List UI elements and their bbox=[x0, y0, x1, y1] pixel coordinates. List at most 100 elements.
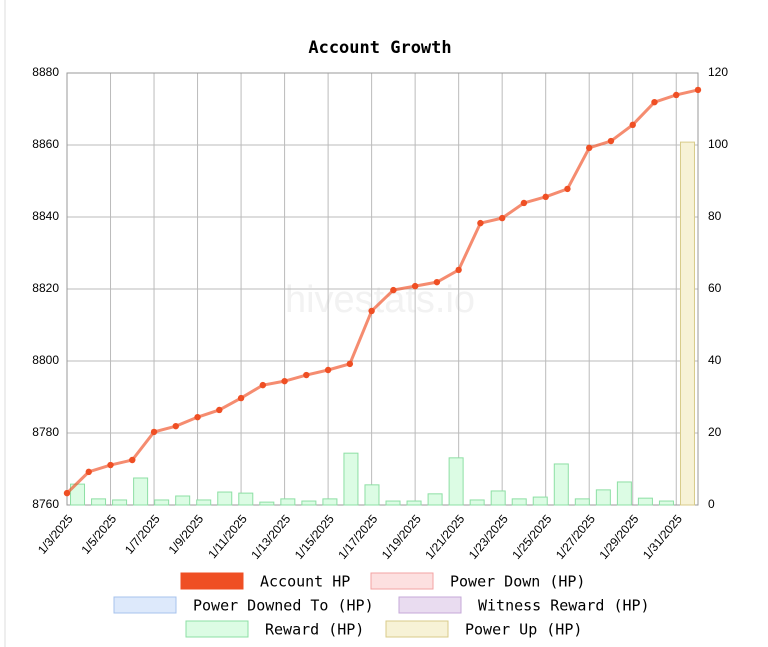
bar bbox=[385, 500, 401, 506]
legend-label: Power Up (HP) bbox=[465, 621, 582, 639]
bar bbox=[301, 500, 317, 506]
point bbox=[564, 185, 571, 193]
point bbox=[63, 489, 71, 497]
y-tick-label: 8840 bbox=[32, 209, 59, 223]
legend-swatch bbox=[185, 620, 249, 638]
point bbox=[281, 377, 288, 385]
point bbox=[368, 307, 375, 315]
x-tick-label: 1/7/2025 bbox=[122, 512, 163, 557]
point bbox=[694, 86, 702, 94]
legend-label: Witness Reward (HP) bbox=[478, 597, 650, 615]
bar bbox=[679, 141, 695, 506]
watermark: hivestats.io bbox=[285, 279, 475, 321]
point bbox=[150, 428, 158, 436]
bar bbox=[553, 463, 569, 506]
x-tick-label: 1/15/2025 bbox=[292, 512, 337, 562]
line bbox=[65, 88, 699, 495]
point bbox=[194, 413, 201, 421]
bar bbox=[595, 489, 611, 506]
bar bbox=[364, 484, 380, 506]
x-tick-label: 1/17/2025 bbox=[335, 512, 380, 562]
legend-label: Account HP bbox=[260, 573, 350, 591]
point bbox=[85, 468, 92, 476]
plot-border bbox=[66, 72, 699, 506]
point bbox=[237, 394, 245, 402]
y2-tick-label: 80 bbox=[708, 209, 722, 223]
bar bbox=[175, 495, 191, 506]
x-tick-label: 1/5/2025 bbox=[78, 512, 119, 557]
y-tick-label: 8820 bbox=[32, 281, 59, 295]
x-tick-label: 1/19/2025 bbox=[379, 512, 424, 562]
bar bbox=[658, 500, 674, 506]
bar bbox=[637, 497, 653, 506]
legend-label: Power Down (HP) bbox=[450, 573, 585, 591]
bar bbox=[133, 477, 149, 506]
point bbox=[346, 360, 354, 368]
y2-tick-label: 40 bbox=[708, 353, 722, 367]
y-tick-label: 8760 bbox=[32, 497, 59, 511]
x-tick-label: 1/9/2025 bbox=[166, 512, 207, 557]
x-tick-label: 1/29/2025 bbox=[596, 512, 641, 562]
point bbox=[629, 121, 636, 129]
bar bbox=[259, 501, 275, 506]
point bbox=[411, 282, 419, 290]
point bbox=[216, 406, 223, 414]
point bbox=[673, 91, 680, 99]
bar bbox=[343, 452, 359, 506]
bar bbox=[154, 499, 170, 506]
x-tick-label: 1/21/2025 bbox=[422, 512, 467, 562]
y2-tick-label: 60 bbox=[708, 281, 722, 295]
point bbox=[651, 98, 658, 106]
bar bbox=[427, 493, 443, 506]
point bbox=[520, 199, 528, 207]
x-tick-label: 1/31/2025 bbox=[640, 512, 685, 562]
point bbox=[586, 144, 593, 152]
bar bbox=[448, 457, 464, 506]
bar bbox=[217, 491, 233, 506]
point bbox=[390, 286, 397, 294]
point bbox=[107, 461, 114, 469]
bar bbox=[406, 500, 422, 506]
point bbox=[303, 371, 310, 379]
x-tick-label: 1/25/2025 bbox=[509, 512, 554, 562]
bar bbox=[322, 498, 338, 506]
x-tick-label: 1/23/2025 bbox=[466, 512, 511, 562]
y-tick-label: 8860 bbox=[32, 137, 59, 151]
bar bbox=[112, 499, 128, 506]
point bbox=[172, 422, 179, 430]
legend-label: Reward (HP) bbox=[265, 621, 364, 639]
x-tick-label: 1/13/2025 bbox=[248, 512, 293, 562]
y2-tick-label: 100 bbox=[708, 137, 728, 151]
legend-swatch bbox=[113, 596, 177, 614]
point bbox=[542, 193, 549, 201]
legend-label: Power Downed To (HP) bbox=[193, 597, 374, 615]
bar bbox=[469, 499, 485, 506]
y-tick-label: 8800 bbox=[32, 353, 59, 367]
bar bbox=[196, 499, 212, 506]
y2-tick-label: 20 bbox=[708, 425, 722, 439]
point bbox=[477, 219, 484, 227]
bar bbox=[490, 490, 506, 506]
bar bbox=[574, 498, 590, 506]
point bbox=[498, 214, 506, 222]
x-tick-label: 1/11/2025 bbox=[205, 512, 250, 561]
legend-swatch bbox=[398, 596, 462, 614]
y2-tick-label: 120 bbox=[708, 65, 728, 79]
chart-title: Account Growth bbox=[308, 38, 451, 58]
x-tick-label: 1/27/2025 bbox=[553, 512, 598, 562]
y-tick-label: 8880 bbox=[32, 65, 59, 79]
point bbox=[455, 266, 462, 274]
point bbox=[433, 278, 441, 286]
point bbox=[607, 137, 615, 145]
bar bbox=[238, 492, 254, 506]
bar bbox=[511, 498, 527, 506]
y-tick-label: 8780 bbox=[32, 425, 59, 439]
bar bbox=[91, 498, 107, 506]
point bbox=[129, 456, 136, 464]
bar bbox=[532, 496, 548, 506]
bar bbox=[616, 481, 632, 506]
point bbox=[324, 366, 332, 374]
legend-swatch bbox=[180, 572, 244, 590]
